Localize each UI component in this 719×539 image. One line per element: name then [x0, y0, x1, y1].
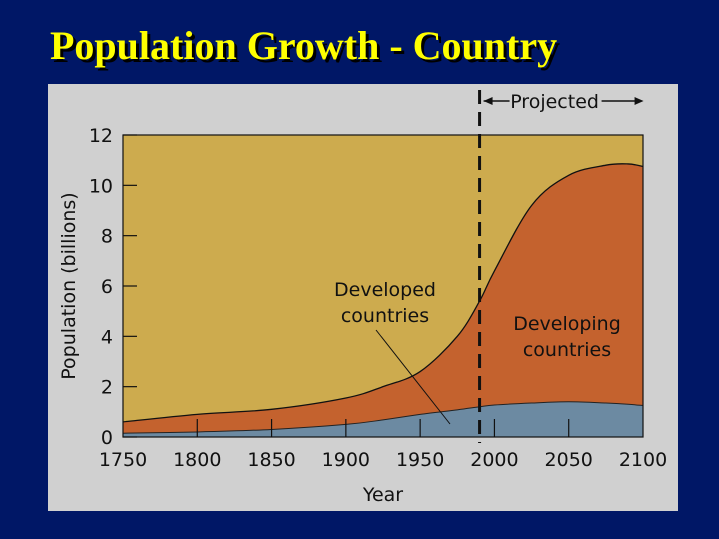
- left-arrowhead-icon: [483, 97, 493, 105]
- developed-label-line1: Developed: [334, 279, 436, 301]
- x-tick-label: 1800: [173, 449, 221, 471]
- developing-area: [123, 163, 643, 437]
- x-tick-label: 2050: [545, 449, 593, 471]
- y-tick-label: 4: [101, 326, 113, 348]
- developing-label-line1: Developing: [513, 313, 621, 335]
- y-tick-label: 2: [101, 377, 113, 399]
- projected-label: Projected: [510, 91, 599, 113]
- y-tick-label: 12: [89, 125, 113, 147]
- y-tick-label: 8: [101, 226, 113, 248]
- y-tick-label: 6: [101, 276, 113, 298]
- right-arrowhead-icon: [634, 97, 644, 105]
- developing-label-line2: countries: [523, 339, 611, 361]
- y-tick-label: 10: [89, 175, 113, 197]
- developed-pointer: [375, 329, 451, 425]
- slide-title: Population Growth - Country: [50, 23, 558, 68]
- developed-area: [123, 401, 643, 437]
- y-axis-label: Population (billions): [58, 192, 80, 379]
- x-tick-label: 1950: [396, 449, 444, 471]
- x-tick-label: 1850: [247, 449, 295, 471]
- total-line: [122, 163, 644, 423]
- developed-label-line2: countries: [341, 305, 429, 327]
- x-tick-label: 2100: [619, 449, 667, 471]
- x-tick-label: 1900: [322, 449, 370, 471]
- x-tick-label: 1750: [99, 449, 147, 471]
- y-tick-label: 0: [101, 427, 113, 449]
- x-axis-label: Year: [362, 484, 403, 506]
- x-tick-label: 2000: [470, 449, 518, 471]
